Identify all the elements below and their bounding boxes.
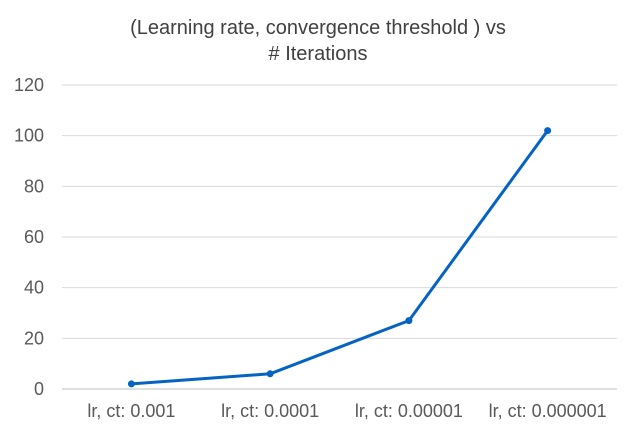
y-tick-label: 80 bbox=[24, 176, 44, 196]
data-point bbox=[266, 370, 274, 378]
y-tick-label: 20 bbox=[24, 328, 44, 348]
y-tick-label: 100 bbox=[14, 126, 44, 146]
chart-title-line-1: (Learning rate, convergence threshold ) … bbox=[130, 17, 506, 39]
series-line bbox=[129, 129, 550, 386]
x-tick-label: lr, ct: 0.001 bbox=[87, 401, 175, 421]
chart-title-line-2: # Iterations bbox=[269, 43, 368, 65]
y-tick-label: 120 bbox=[14, 75, 44, 95]
y-axis-tick-labels: 0 20 40 60 80 100 120 bbox=[14, 75, 44, 399]
chart-title: (Learning rate, convergence threshold ) … bbox=[130, 17, 506, 65]
y-tick-label: 60 bbox=[24, 227, 44, 247]
series-points bbox=[127, 127, 552, 388]
gridlines bbox=[62, 84, 617, 339]
y-tick-label: 40 bbox=[24, 278, 44, 298]
series-lines bbox=[129, 129, 550, 386]
x-tick-label: lr, ct: 0.000001 bbox=[489, 401, 607, 421]
data-point bbox=[405, 317, 413, 325]
data-point bbox=[544, 127, 552, 135]
x-tick-label: lr, ct: 0.00001 bbox=[355, 401, 463, 421]
x-tick-label: lr, ct: 0.0001 bbox=[221, 401, 319, 421]
y-tick-label: 0 bbox=[34, 379, 44, 399]
data-point bbox=[127, 380, 135, 388]
x-axis-tick-labels: lr, ct: 0.001 lr, ct: 0.0001 lr, ct: 0.000… bbox=[87, 401, 606, 421]
